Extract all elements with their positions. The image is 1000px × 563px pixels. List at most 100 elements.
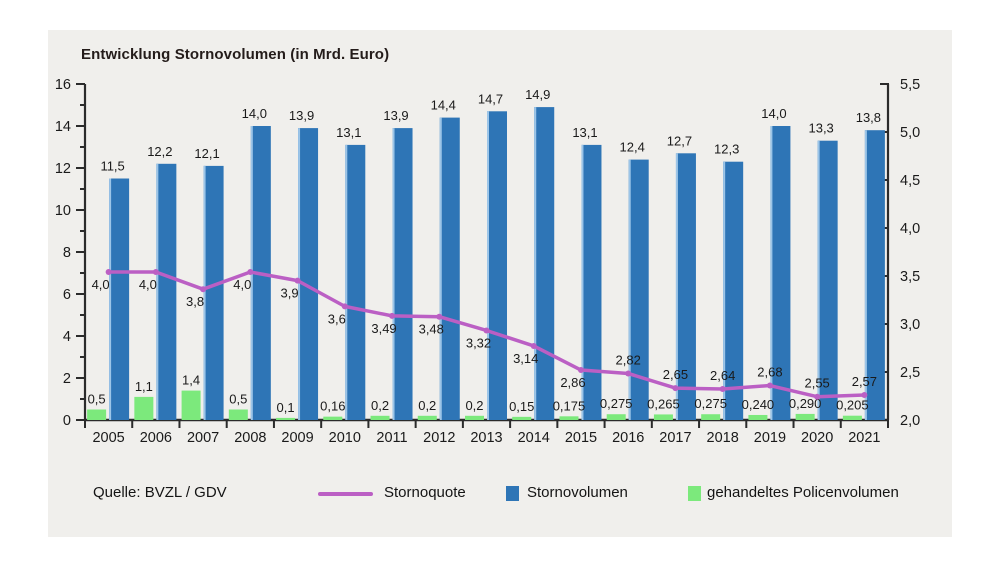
stornoquote-point-2019 — [766, 382, 773, 389]
x-axis-label-2016: 2016 — [612, 430, 644, 446]
right-axis-label-4,0: 4,0 — [900, 221, 920, 237]
stornoquote-point-2021 — [861, 391, 868, 398]
policenvolumen-bar-2020 — [795, 413, 815, 420]
policenvolumen-label-2021: 0,205 — [836, 398, 869, 413]
x-axis-label-2009: 2009 — [281, 430, 313, 446]
stornoquote-point-2014 — [530, 342, 537, 349]
stornoquote-point-2020 — [814, 393, 821, 400]
stornoquote-point-2015 — [577, 367, 584, 374]
x-axis-label-2014: 2014 — [518, 430, 550, 446]
stornoquote-point-2013 — [483, 327, 490, 334]
policenvolumen-bar-2013 — [465, 415, 484, 420]
left-axis-label-16: 16 — [55, 77, 71, 93]
x-axis-label-2006: 2006 — [140, 430, 172, 446]
stornoquote-label-2005: 4,0 — [92, 277, 110, 292]
right-axis-label-2,5: 2,5 — [900, 365, 920, 381]
policenvolumen-bar-2014 — [512, 416, 532, 420]
x-axis-label-2005: 2005 — [92, 430, 124, 446]
policenvolumen-label-2013: 0,2 — [465, 398, 483, 413]
policenvolumen-bar-2015 — [559, 416, 579, 420]
legend-label-policenvolumen: gehandeltes Policenvolumen — [707, 484, 899, 501]
stornovolumen-bar-2020 — [817, 140, 838, 420]
policenvolumen-label-2014: 0,15 — [509, 399, 534, 414]
x-axis-label-2007: 2007 — [187, 430, 219, 446]
stornovolumen-bar-2018 — [723, 161, 744, 420]
left-axis-label-2: 2 — [63, 371, 71, 387]
stornoquote-label-2014: 3,14 — [513, 351, 538, 366]
policenvolumen-label-2020: 0,290 — [789, 396, 822, 411]
stornovolumen-label-2007: 12,1 — [194, 146, 219, 161]
x-axis-label-2010: 2010 — [329, 430, 361, 446]
policenvolumen-label-2012: 0,2 — [418, 398, 436, 413]
stornovolumen-bar-2012 — [439, 117, 460, 420]
policenvolumen-label-2019: 0,240 — [742, 397, 775, 412]
policenvolumen-bar-2018 — [701, 414, 721, 420]
stornoquote-point-2009 — [294, 277, 301, 284]
stornoquote-label-2017: 2,65 — [663, 367, 688, 382]
policenvolumen-bar-2006 — [134, 396, 154, 420]
policenvolumen-bar-2010 — [323, 416, 343, 420]
legend-line-swatch-stornoquote — [318, 492, 373, 496]
stornoquote-label-2021: 2,57 — [852, 374, 877, 389]
stornovolumen-label-2020: 13,3 — [808, 121, 833, 136]
right-axis-label-3,0: 3,0 — [900, 317, 920, 333]
x-axis-label-2020: 2020 — [801, 430, 833, 446]
x-axis-label-2021: 2021 — [848, 430, 880, 446]
stornovolumen-label-2014: 14,9 — [525, 87, 550, 102]
policenvolumen-bar-2005 — [87, 409, 107, 420]
policenvolumen-label-2010: 0,16 — [320, 399, 345, 414]
stornovolumen-label-2005: 11,5 — [100, 159, 124, 174]
source-note: Quelle: BVZL / GDV — [93, 484, 227, 501]
stornoquote-label-2010: 3,6 — [328, 311, 346, 326]
stornovolumen-bar-2017 — [675, 153, 696, 421]
stornovolumen-label-2009: 13,9 — [289, 108, 314, 123]
left-axis-label-8: 8 — [63, 245, 71, 261]
right-axis-label-3,5: 3,5 — [900, 269, 920, 285]
stornoquote-point-2008 — [247, 269, 254, 275]
policenvolumen-bar-2009 — [276, 417, 296, 420]
stornovolumen-bar-2007 — [203, 165, 224, 420]
right-axis-label-4,5: 4,5 — [900, 173, 920, 189]
right-axis-label-5,5: 5,5 — [900, 77, 920, 93]
stornovolumen-label-2013: 14,7 — [478, 91, 503, 106]
stornoquote-label-2016: 2,82 — [616, 352, 641, 367]
stornovolumen-bar-2009 — [298, 128, 319, 420]
legend-square-swatch-stornovolumen — [506, 486, 519, 501]
stornovolumen-label-2019: 14,0 — [761, 106, 786, 121]
stornovolumen-label-2018: 12,3 — [714, 142, 739, 157]
stornovolumen-bar-2011 — [392, 128, 413, 420]
stornoquote-label-2008: 4,0 — [233, 277, 251, 292]
policenvolumen-bar-2007 — [181, 390, 201, 420]
policenvolumen-label-2006: 1,1 — [135, 379, 153, 394]
stornoquote-point-2011 — [389, 312, 396, 319]
stornovolumen-label-2008: 14,0 — [242, 106, 267, 121]
left-axis-label-14: 14 — [55, 119, 71, 135]
stornovolumen-label-2021: 13,8 — [856, 110, 881, 125]
policenvolumen-bar-2019 — [748, 414, 768, 420]
policenvolumen-bar-2012 — [417, 415, 437, 420]
policenvolumen-bar-2017 — [653, 414, 673, 420]
x-axis-label-2008: 2008 — [234, 430, 266, 446]
left-axis-label-10: 10 — [55, 203, 71, 219]
legend-label-stornovolumen: Stornovolumen — [527, 484, 628, 501]
stornovolumen-label-2010: 13,1 — [336, 125, 361, 140]
left-axis-label-12: 12 — [55, 161, 71, 177]
stornovolumen-label-2015: 13,1 — [572, 125, 597, 140]
stornoquote-point-2006 — [152, 269, 159, 275]
policenvolumen-bar-2011 — [370, 415, 390, 420]
x-axis-label-2015: 2015 — [565, 430, 597, 446]
stornoquote-point-2012 — [436, 313, 443, 320]
x-axis-label-2018: 2018 — [707, 430, 739, 446]
stornovolumen-label-2006: 12,2 — [147, 144, 172, 159]
x-axis-label-2017: 2017 — [659, 430, 691, 446]
policenvolumen-bar-2016 — [606, 414, 626, 420]
legend-label-stornoquote: Stornoquote — [384, 484, 466, 501]
stornoquote-label-2013: 3,32 — [466, 335, 491, 350]
stornoquote-label-2019: 2,68 — [757, 365, 782, 380]
policenvolumen-label-2007: 1,4 — [182, 373, 200, 388]
stornoquote-point-2016 — [625, 370, 632, 377]
stornoquote-label-2006: 4,0 — [139, 277, 157, 292]
stornoquote-point-2018 — [719, 385, 726, 392]
